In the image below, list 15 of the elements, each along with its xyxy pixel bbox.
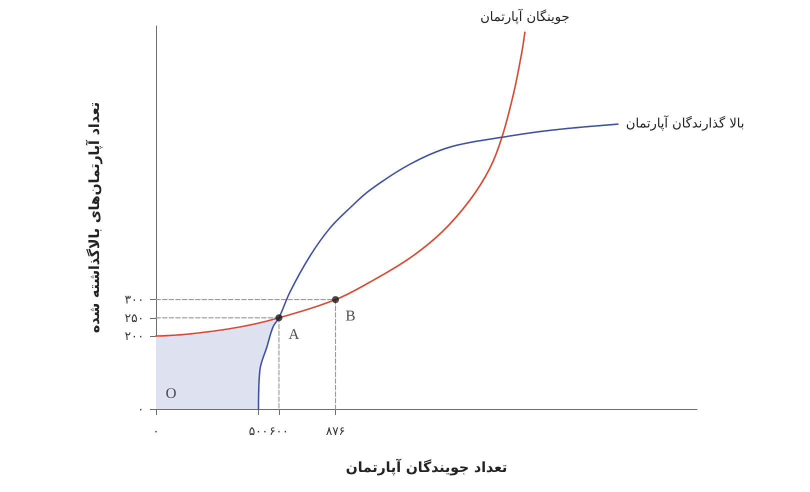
series-label: جوینگان آپارتمان bbox=[480, 8, 570, 26]
x-tick-label: ۸۷۶ bbox=[326, 424, 346, 438]
y-tick-label: ۲۰۰ bbox=[124, 329, 144, 344]
annotation: O bbox=[166, 386, 177, 402]
y-tick-label: ۲۵۰ bbox=[124, 310, 144, 325]
annotation: A bbox=[288, 326, 300, 343]
x-tick-label: ۰ bbox=[152, 424, 160, 438]
series-label: بالا گذارندگان آپارتمان bbox=[626, 114, 744, 132]
y-tick-label: ۰ bbox=[138, 402, 144, 416]
x-tick-label: ۵۰۰ bbox=[248, 424, 268, 438]
x-axis-title: تعداد جویندگان آپارتمان bbox=[346, 458, 508, 476]
annotation: B bbox=[346, 308, 356, 325]
x-tick-label: ۶۰۰ bbox=[269, 424, 289, 438]
y-tick-label: ۳۰۰ bbox=[124, 292, 144, 307]
y-axis-title: تعداد آپارتمان‌های بالاگذاشته شده bbox=[85, 102, 103, 333]
